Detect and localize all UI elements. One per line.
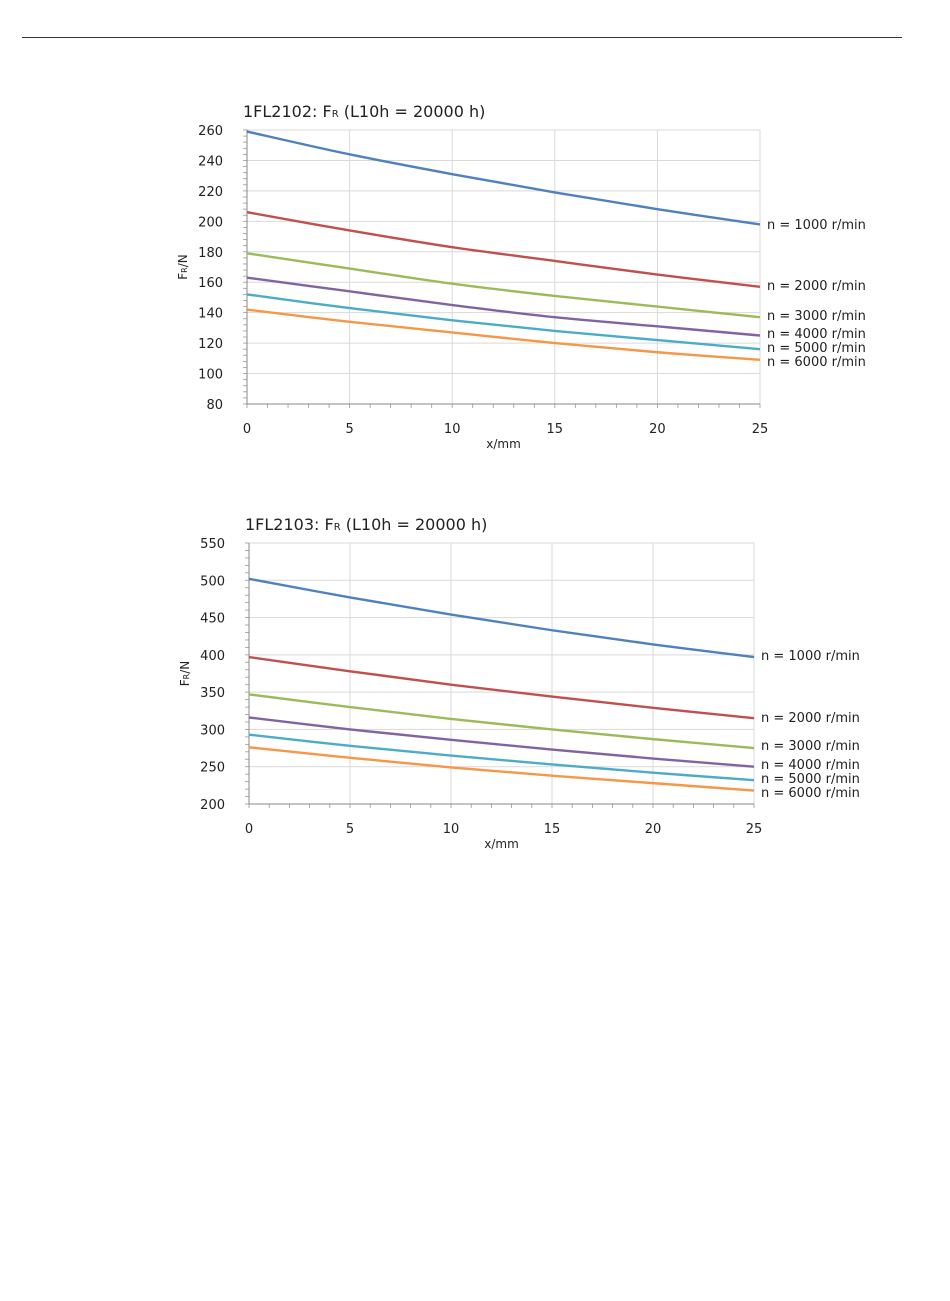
- y-tick-label: 500: [200, 574, 225, 589]
- chart-1fl2103: 1FL2103: FR (L10h = 20000 h) 200 250 300 350…: [0, 505, 950, 875]
- y-tick-label: 550: [200, 537, 225, 552]
- series-label: n = 4000 r/min: [767, 327, 866, 342]
- y-tick-label: 260: [198, 124, 223, 139]
- series-label: n = 3000 r/min: [761, 739, 860, 754]
- y-tick-label: 180: [198, 246, 223, 261]
- y-tick-label: 200: [200, 798, 225, 813]
- series-label: n = 4000 r/min: [761, 758, 860, 773]
- chart-1fl2102: 1FL2102: FR (L10h = 20000 h) 80 100 120 140 1…: [0, 90, 950, 470]
- y-tick-label: 300: [200, 723, 225, 738]
- x-tick-label: 20: [645, 822, 662, 837]
- y-tick-label: 220: [198, 185, 223, 200]
- chart-1fl2103-svg: 1FL2103: FR (L10h = 20000 h)200250300350…: [178, 515, 860, 851]
- y-tick-label: 350: [200, 686, 225, 701]
- series-line: [248, 746, 755, 792]
- series-line: [246, 293, 761, 351]
- x-tick-label: 10: [444, 422, 461, 437]
- x-axis-label: x/mm: [484, 837, 519, 851]
- series-label: n = 5000 r/min: [767, 341, 866, 356]
- y-tick-label: 160: [198, 276, 223, 291]
- x-tick-label: 5: [346, 822, 354, 837]
- chart-1fl2102-svg: 1FL2102: FR (L10h = 20000 h)801001201401…: [176, 102, 866, 451]
- x-tick-label: 5: [345, 422, 353, 437]
- x-tick-label: 25: [752, 422, 769, 437]
- y-tick-label: 450: [200, 612, 225, 627]
- top-rule: [22, 37, 902, 38]
- series-line: [248, 716, 755, 768]
- series-label: n = 1000 r/min: [767, 218, 866, 233]
- x-tick-label: 15: [544, 822, 561, 837]
- series-line: [246, 308, 761, 362]
- series-line: [248, 655, 755, 720]
- y-tick-label: 240: [198, 154, 223, 169]
- series-line: [248, 693, 755, 750]
- y-tick-label: 80: [206, 398, 223, 413]
- y-tick-label: 400: [200, 649, 225, 664]
- x-axis-label: x/mm: [486, 437, 521, 451]
- y-axis-label: FR/N: [178, 661, 192, 687]
- x-tick-label: 0: [243, 422, 251, 437]
- x-tick-label: 10: [443, 822, 460, 837]
- y-tick-label: 100: [198, 368, 223, 383]
- plot-frame: [248, 542, 755, 805]
- series-line: [248, 577, 755, 659]
- y-tick-label: 140: [198, 307, 223, 322]
- series-label: n = 1000 r/min: [761, 649, 860, 664]
- series-line: [248, 733, 755, 782]
- y-tick-label: 120: [198, 337, 223, 352]
- series-label: n = 3000 r/min: [767, 309, 866, 324]
- series-label: n = 5000 r/min: [761, 772, 860, 787]
- series-label: n = 6000 r/min: [767, 355, 866, 370]
- series-label: n = 6000 r/min: [761, 786, 860, 801]
- series-line: [246, 130, 761, 226]
- x-tick-label: 0: [245, 822, 253, 837]
- y-tick-label: 250: [200, 761, 225, 776]
- y-axis-label: FR/N: [176, 254, 190, 280]
- x-tick-label: 20: [649, 422, 666, 437]
- chart-title: 1FL2102: FR (L10h = 20000 h): [243, 102, 485, 121]
- series-line: [246, 276, 761, 337]
- x-tick-label: 15: [547, 422, 564, 437]
- plot-frame: [246, 129, 761, 405]
- series-line: [246, 252, 761, 319]
- x-tick-label: 25: [746, 822, 763, 837]
- series-line: [246, 211, 761, 288]
- y-tick-label: 200: [198, 215, 223, 230]
- series-label: n = 2000 r/min: [767, 279, 866, 294]
- chart-title: 1FL2103: FR (L10h = 20000 h): [245, 515, 487, 534]
- series-label: n = 2000 r/min: [761, 711, 860, 726]
